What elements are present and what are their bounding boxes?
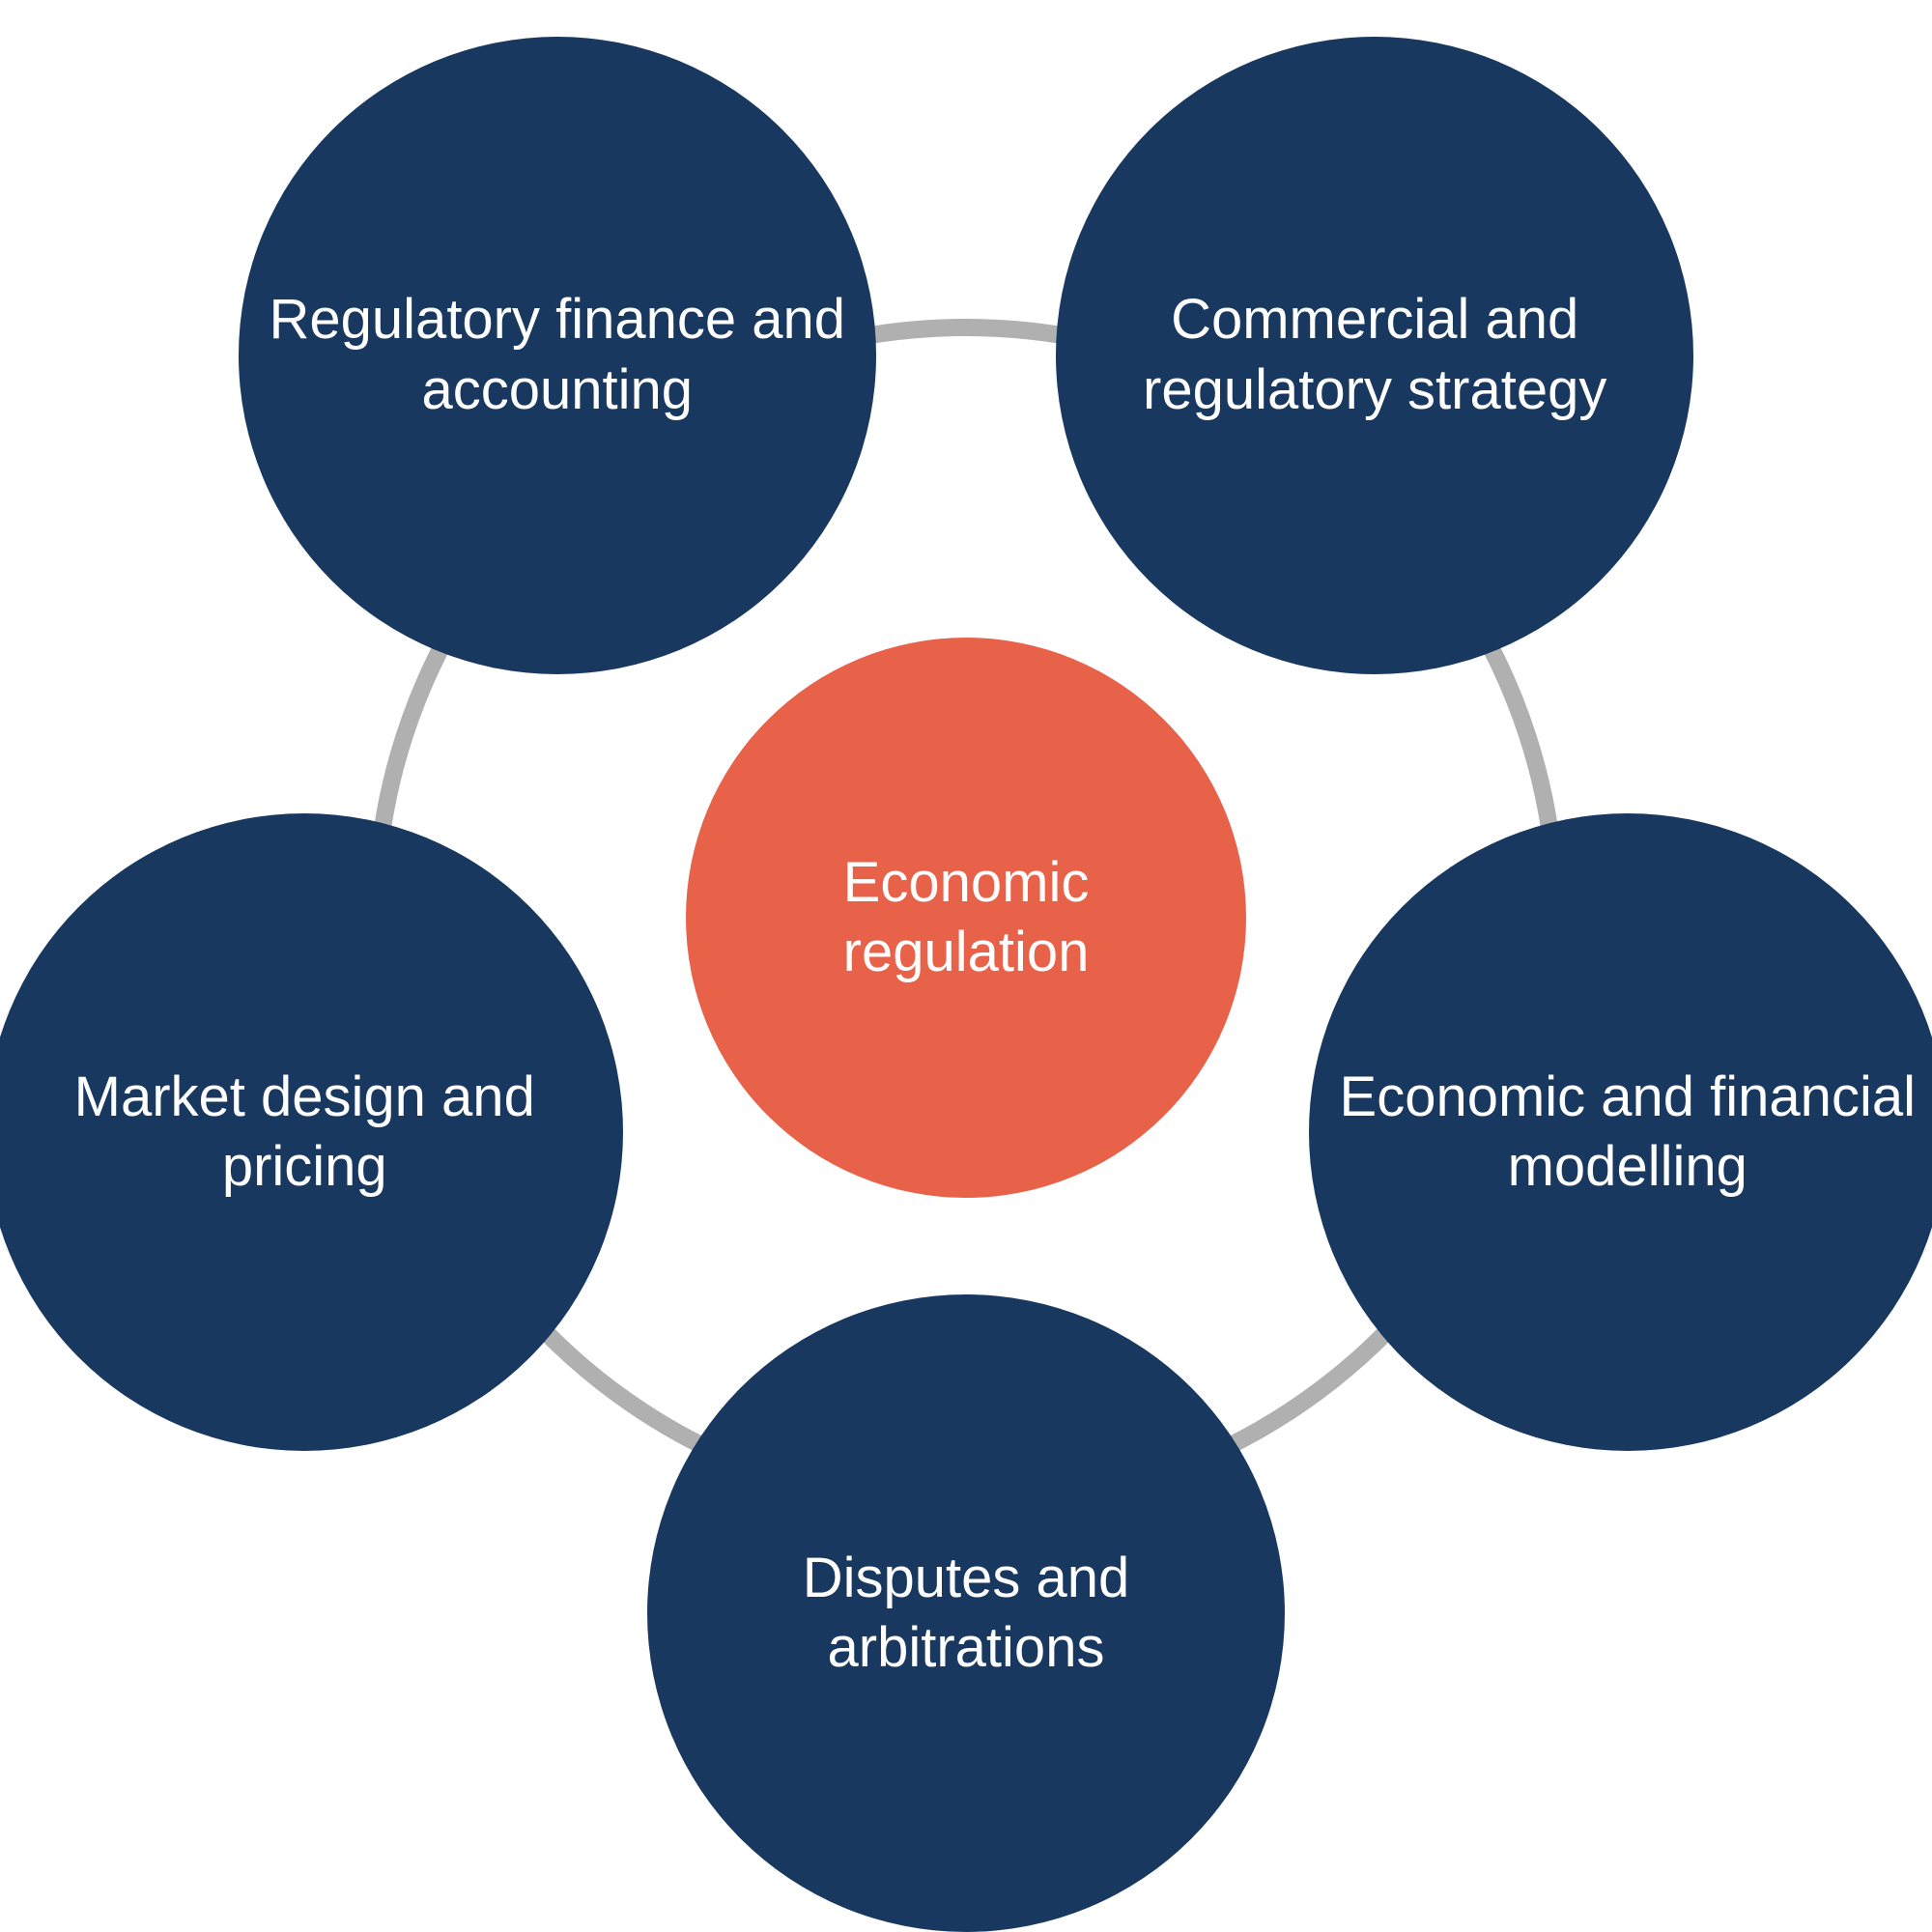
- outer-label: Regulatory finance and accounting: [239, 285, 876, 425]
- hub-label: Economic regulation: [686, 848, 1246, 988]
- outer-node-0: Commercial and regulatory strategy: [1056, 37, 1693, 674]
- outer-node-2: Disputes and arbitrations: [647, 1294, 1285, 1932]
- outer-node-4: Regulatory finance and accounting: [239, 37, 876, 674]
- hub-node: Economic regulation: [686, 638, 1246, 1198]
- outer-node-1: Economic and financial modelling: [1309, 813, 1932, 1451]
- outer-label: Commercial and regulatory strategy: [1056, 285, 1693, 425]
- outer-label: Market design and pricing: [0, 1063, 623, 1203]
- radial-diagram: Economic regulation Commercial and regul…: [0, 0, 1932, 1833]
- outer-label: Economic and financial modelling: [1309, 1063, 1932, 1203]
- outer-label: Disputes and arbitrations: [647, 1544, 1285, 1684]
- outer-node-3: Market design and pricing: [0, 813, 623, 1451]
